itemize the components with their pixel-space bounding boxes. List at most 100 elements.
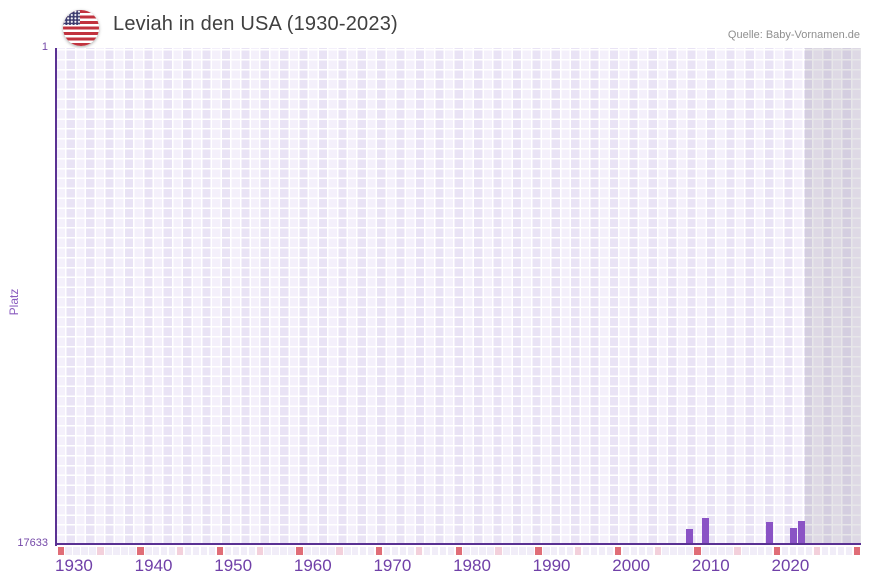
- x-year-cell: [423, 547, 431, 555]
- x-major-tick: [375, 547, 383, 555]
- x-year-cell: [829, 547, 837, 555]
- x-year-cell: [566, 547, 574, 555]
- us-flag-icon: [63, 10, 99, 46]
- x-year-cell: [742, 547, 749, 555]
- x-minor-tick: [256, 547, 263, 555]
- x-major-tick: [455, 547, 462, 555]
- x-year-cell: [750, 547, 757, 555]
- x-year-cell: [662, 547, 669, 555]
- x-axis-tick-label: 1950: [214, 556, 253, 575]
- x-axis-tick-label: 2020: [771, 556, 810, 575]
- x-year-cell: [344, 547, 351, 555]
- y-axis-tick-label-bottom: 17633: [17, 537, 48, 549]
- x-year-cell: [726, 547, 733, 555]
- x-year-cell: [232, 547, 240, 555]
- x-major-tick: [535, 547, 542, 555]
- x-year-cell: [73, 547, 80, 555]
- x-year-cell: [439, 547, 447, 555]
- x-major-tick: [137, 547, 144, 555]
- x-year-cell: [463, 547, 470, 555]
- x-year-cell: [551, 547, 558, 555]
- x-year-cell: [184, 547, 192, 555]
- x-year-cell: [797, 547, 805, 555]
- x-year-cell: [224, 547, 232, 555]
- rank-bar-2019[interactable]: [765, 522, 773, 544]
- x-year-cell: [320, 547, 327, 555]
- x-year-cell: [845, 547, 853, 555]
- x-year-cell: [670, 547, 677, 555]
- x-year-cell: [471, 547, 478, 555]
- x-year-cell: [208, 547, 216, 555]
- x-year-cell: [646, 547, 654, 555]
- x-year-cell: [192, 547, 200, 555]
- x-year-cell: [312, 547, 319, 555]
- x-year-cell: [431, 547, 439, 555]
- x-year-cell: [638, 547, 646, 555]
- x-year-cell: [383, 547, 391, 555]
- x-minor-tick: [97, 547, 104, 555]
- x-minor-tick: [654, 547, 661, 555]
- x-year-cell: [606, 547, 614, 555]
- x-year-cell: [758, 547, 765, 555]
- x-year-cell: [590, 547, 598, 555]
- x-year-cell: [718, 547, 725, 555]
- x-year-cell: [622, 547, 630, 555]
- x-minor-tick: [574, 547, 582, 555]
- x-year-cell: [367, 547, 375, 555]
- x-year-cell: [168, 547, 176, 555]
- x-year-cell: [789, 547, 797, 555]
- x-axis-tick-label: 2000: [612, 556, 651, 575]
- x-year-cell: [145, 547, 152, 555]
- x-year-cell: [519, 547, 526, 555]
- x-year-cell: [121, 547, 128, 555]
- rank-bar-2022[interactable]: [789, 528, 797, 544]
- x-axis-tick-row: [57, 547, 861, 555]
- x-year-cell: [65, 547, 72, 555]
- x-major-tick: [57, 547, 64, 555]
- rank-bar-2009[interactable]: [686, 529, 694, 544]
- x-year-cell: [503, 547, 510, 555]
- x-axis-tick-label: 2010: [691, 556, 730, 575]
- x-year-cell: [447, 547, 454, 555]
- y-axis-title: Platz: [7, 288, 21, 316]
- plot-area: [57, 48, 861, 544]
- x-axis-tick-label: 1930: [55, 556, 93, 575]
- x-year-cell: [630, 547, 638, 555]
- x-year-cell: [598, 547, 606, 555]
- x-year-cell: [837, 547, 845, 555]
- x-year-cell: [200, 547, 208, 555]
- x-year-cell: [686, 547, 693, 555]
- x-year-cell: [113, 547, 120, 555]
- x-year-cell: [264, 547, 271, 555]
- rank-bar-2011[interactable]: [702, 518, 710, 544]
- x-year-cell: [702, 547, 709, 555]
- chart-title: Leviah in den USA (1930-2023): [113, 13, 398, 35]
- x-year-cell: [407, 547, 415, 555]
- x-year-cell: [248, 547, 255, 555]
- x-year-cell: [89, 547, 96, 555]
- x-year-cell: [527, 547, 534, 555]
- x-major-tick: [296, 547, 303, 555]
- x-major-tick: [853, 547, 860, 555]
- x-year-cell: [153, 547, 160, 555]
- rank-bar-2023[interactable]: [797, 521, 805, 544]
- x-year-cell: [511, 547, 518, 555]
- x-year-cell: [678, 547, 685, 555]
- x-axis-tick-label: 1980: [453, 556, 491, 575]
- us-flag-canton: [63, 10, 80, 25]
- x-year-cell: [280, 547, 287, 555]
- x-year-cell: [240, 547, 248, 555]
- x-major-tick: [216, 547, 224, 555]
- x-axis-tick-label: 1960: [293, 556, 332, 575]
- x-year-cell: [765, 547, 773, 555]
- x-year-cell: [391, 547, 399, 555]
- x-year-cell: [304, 547, 311, 555]
- y-axis-line: [55, 48, 57, 546]
- x-year-cell: [479, 547, 486, 555]
- x-year-cell: [543, 547, 550, 555]
- x-year-cell: [160, 547, 168, 555]
- future-years-overlay: [805, 48, 861, 544]
- x-year-cell: [781, 547, 789, 555]
- x-year-cell: [81, 547, 88, 555]
